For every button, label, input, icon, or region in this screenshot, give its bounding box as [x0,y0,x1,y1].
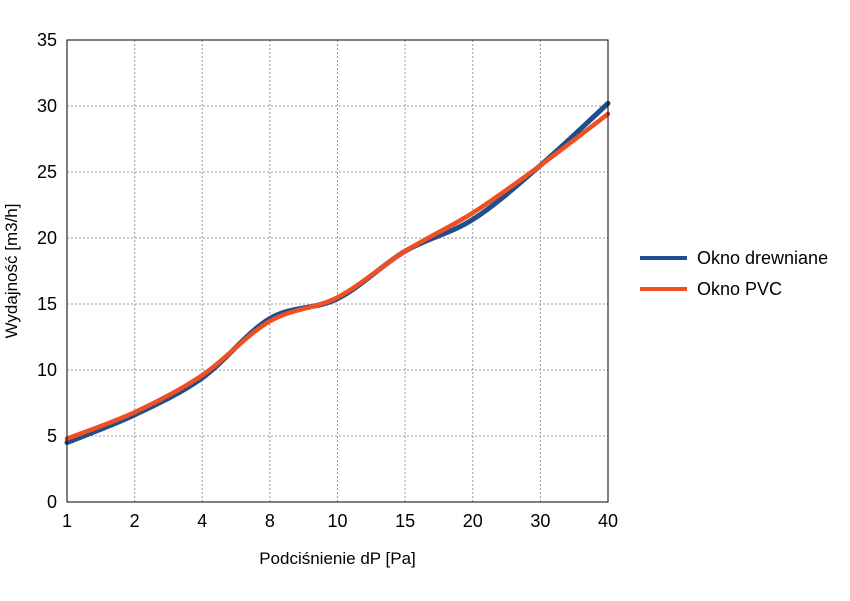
x-tick-label: 4 [197,511,207,531]
x-tick-label: 40 [598,511,618,531]
x-tick-label: 8 [265,511,275,531]
x-tick-label: 1 [62,511,72,531]
legend-label: Okno PVC [697,279,782,299]
y-tick-label: 20 [37,228,57,248]
x-tick-label: 20 [463,511,483,531]
y-tick-label: 30 [37,96,57,116]
y-tick-label: 25 [37,162,57,182]
y-tick-label: 10 [37,360,57,380]
x-tick-label: 15 [395,511,415,531]
grid [67,40,608,502]
y-tick-label: 35 [37,30,57,50]
series-layer [64,100,611,446]
plot-frame [66,39,609,503]
x-tick-labels: 1 2 4 8 10 15 20 30 40 [62,511,618,531]
y-tick-label: 0 [47,492,57,512]
series-line-2 [64,111,611,441]
x-tick-label: 10 [327,511,347,531]
legend-label: Okno drewniane [697,248,828,268]
y-axis-title: Wydajność [m3/h] [2,204,21,339]
x-tick-label: 30 [530,511,550,531]
legend: Okno drewniane Okno PVC [640,248,828,299]
y-tick-label: 15 [37,294,57,314]
x-tick-label: 2 [130,511,140,531]
y-tick-label: 5 [47,426,57,446]
y-tick-labels: 0 5 10 15 20 25 30 35 [37,30,57,512]
x-axis-title: Podciśnienie dP [Pa] [259,549,416,568]
